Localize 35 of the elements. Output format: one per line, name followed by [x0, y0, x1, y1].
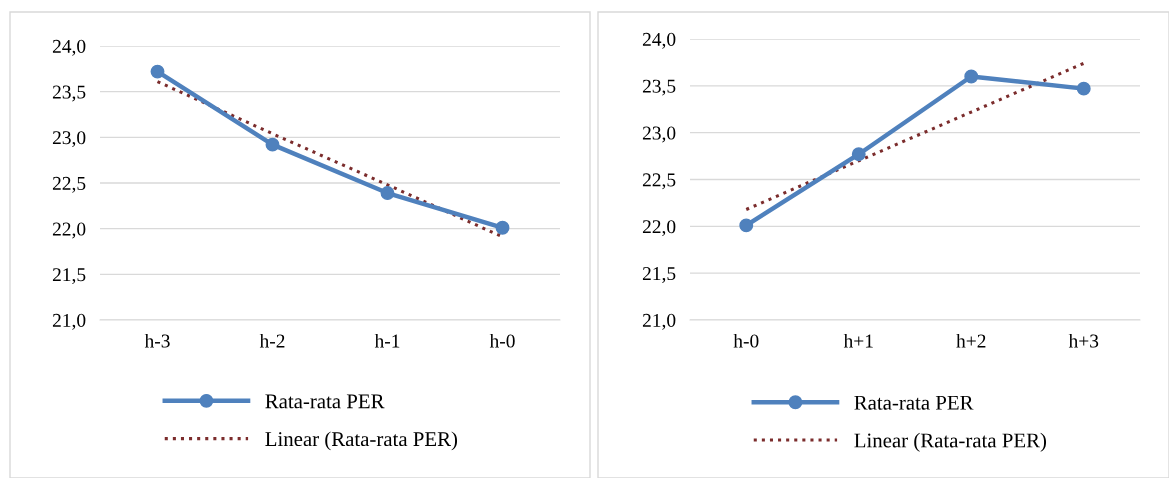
y-tick-label: 21,5 — [642, 267, 676, 283]
x-tick-label: h-0 — [489, 333, 515, 348]
y-tick-label: 24,0 — [52, 39, 86, 56]
x-tick-label: h-0 — [733, 333, 759, 348]
y-tick-label: 21,0 — [642, 313, 676, 330]
point — [739, 218, 754, 233]
y-tick-label: 22,0 — [52, 222, 86, 239]
legend-label: Linear (Rata-rata PER) — [854, 432, 1047, 452]
x-tick-label: h-1 — [374, 333, 400, 348]
x-tick-label: h+1 — [843, 333, 873, 348]
legend-label: Rata-rata PER — [265, 394, 385, 409]
x-tick-label: h+3 — [1068, 333, 1099, 348]
x-tick-label: h+2 — [956, 333, 986, 348]
y-tick-label: 22,5 — [52, 176, 86, 193]
y-tick-label: 23,0 — [642, 126, 676, 143]
legend-label: Linear (Rata-rata PER) — [265, 431, 458, 451]
point — [851, 147, 866, 162]
y-tick-label: 21,0 — [52, 313, 86, 330]
point — [964, 69, 979, 84]
y-tick-label: 23,5 — [642, 79, 676, 96]
y-tick-label: 22,0 — [642, 220, 676, 237]
point — [380, 186, 395, 200]
y-tick-label: 23,0 — [52, 131, 86, 148]
y-tick-label: 22,5 — [642, 173, 676, 190]
y-tick-label: 24,0 — [642, 32, 676, 49]
y-tick-label: 23,5 — [52, 85, 86, 102]
point — [150, 64, 165, 79]
x-tick-label: h-3 — [144, 333, 170, 348]
x-tick-label: h-2 — [259, 333, 285, 348]
point — [265, 137, 280, 152]
point — [495, 220, 510, 235]
y-tick-label: 21,5 — [52, 268, 86, 285]
line-series — [744, 61, 1086, 211]
legend-label: Rata-rata PER — [854, 395, 974, 410]
point — [1076, 81, 1091, 96]
